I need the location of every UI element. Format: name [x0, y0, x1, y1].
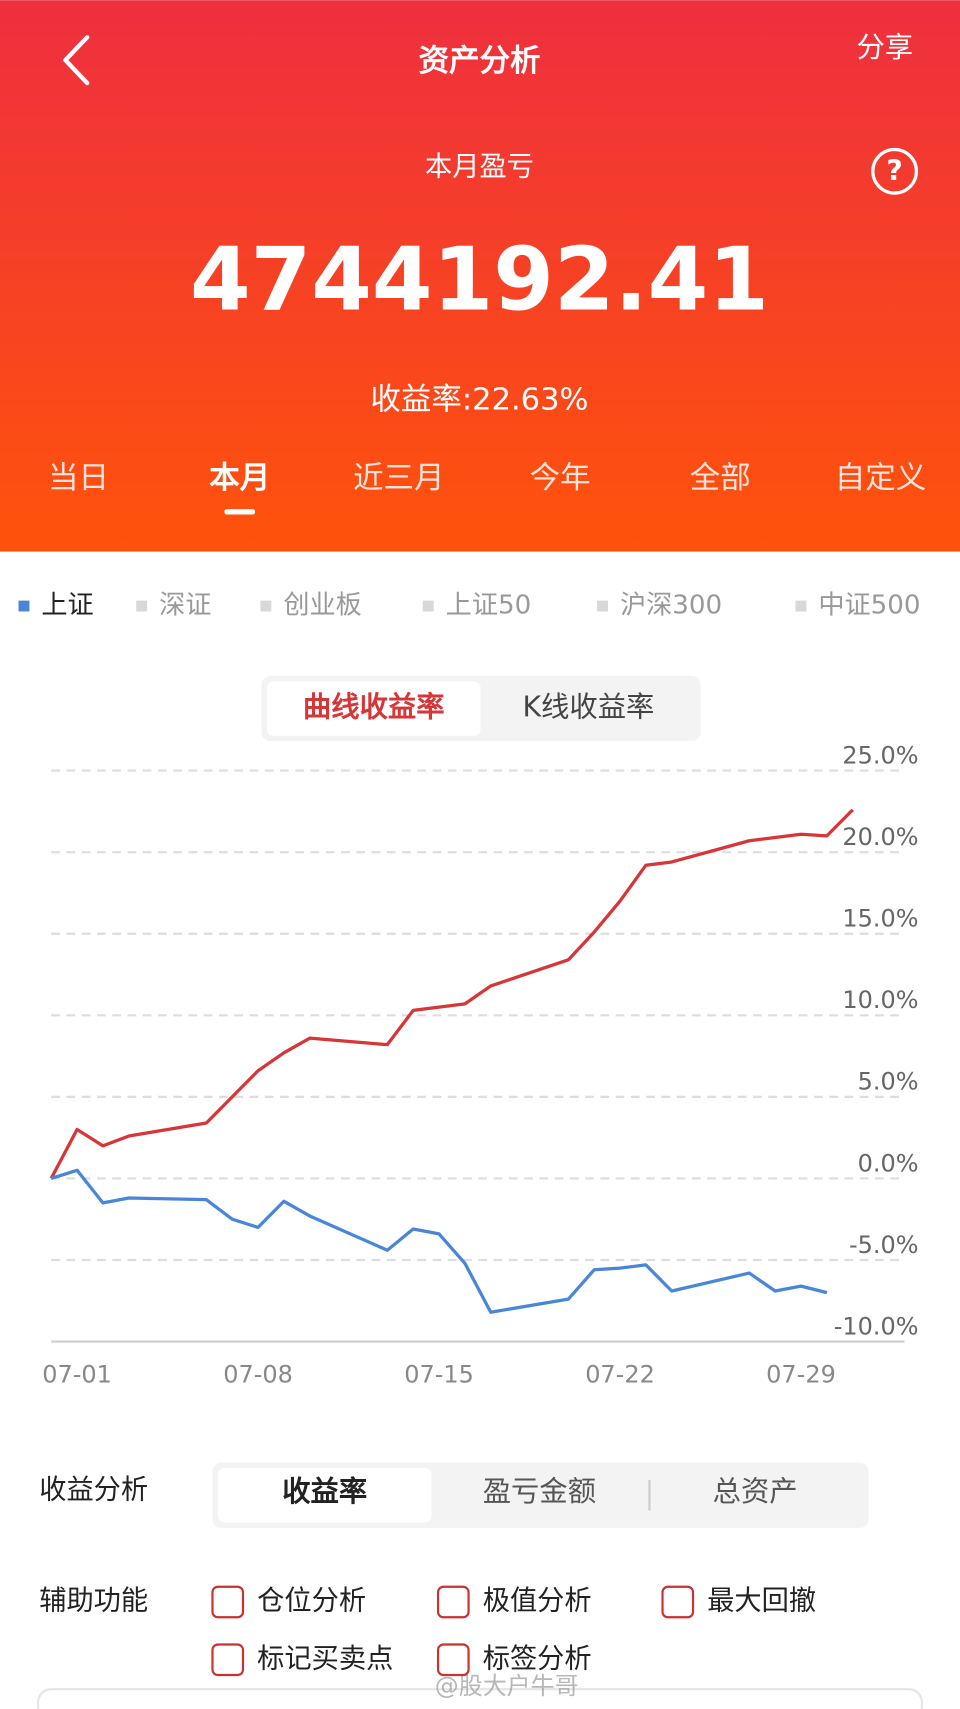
- y-tick-label: -5.0%: [849, 1231, 919, 1259]
- bottom-card: [37, 1688, 923, 1709]
- x-tick-label: 07-15: [404, 1360, 474, 1388]
- summary-label: 本月盈亏: [425, 152, 534, 183]
- x-tick-label: 07-01: [42, 1360, 112, 1388]
- x-tick-label: 07-29: [766, 1360, 836, 1388]
- index-tab[interactable]: 创业板: [283, 591, 361, 621]
- analysis-segment[interactable]: 盈亏金额: [483, 1475, 596, 1508]
- checkbox[interactable]: [436, 1585, 470, 1619]
- legend-swatch: [422, 600, 434, 612]
- checkbox[interactable]: [661, 1585, 695, 1619]
- checkbox[interactable]: [211, 1585, 245, 1619]
- checkbox-label[interactable]: 标记买卖点: [257, 1643, 393, 1674]
- analysis-segment[interactable]: 收益率: [282, 1475, 367, 1508]
- x-tick-label: 07-22: [585, 1360, 655, 1388]
- checkbox-label[interactable]: 标签分析: [483, 1643, 592, 1674]
- legend-swatch: [597, 600, 609, 612]
- legend-swatch: [795, 600, 807, 612]
- y-tick-label: 10.0%: [842, 986, 918, 1014]
- svg-text:?: ?: [886, 154, 902, 187]
- legend-swatch: [18, 600, 30, 612]
- analysis-segment[interactable]: 总资产: [713, 1475, 798, 1508]
- y-tick-label: 0.0%: [858, 1149, 919, 1177]
- period-tab[interactable]: 本月: [209, 461, 270, 496]
- index-tab[interactable]: 上证50: [446, 591, 532, 621]
- watermark: @股大户牛哥: [435, 1672, 579, 1700]
- back-button[interactable]: [63, 35, 90, 86]
- index-tab[interactable]: 上证: [41, 591, 93, 621]
- share-button[interactable]: 分享: [856, 31, 913, 64]
- help-icon[interactable]: ?: [871, 147, 919, 195]
- checkbox[interactable]: [211, 1643, 245, 1677]
- analysis-label: 收益分析: [39, 1474, 148, 1505]
- y-tick-label: 20.0%: [842, 823, 918, 851]
- toggle-selected: [266, 681, 481, 736]
- rate: 收益率:22.63%: [370, 383, 588, 418]
- chart-toggle[interactable]: K线收益率: [522, 690, 654, 723]
- y-tick-label: -10.0%: [834, 1312, 919, 1340]
- index-tab[interactable]: 中证500: [818, 591, 920, 621]
- index-tab[interactable]: 深证: [159, 591, 211, 621]
- checkbox-label[interactable]: 极值分析: [483, 1586, 592, 1617]
- y-tick-label: 15.0%: [842, 905, 918, 933]
- index-tab[interactable]: 沪深300: [620, 591, 722, 621]
- series-line: [50, 1168, 828, 1314]
- period-tab[interactable]: 当日: [48, 461, 109, 496]
- checkbox-label[interactable]: 仓位分析: [257, 1586, 366, 1617]
- chart-toggle[interactable]: 曲线收益率: [303, 690, 445, 723]
- period-tab[interactable]: 全部: [690, 461, 751, 496]
- legend-swatch: [260, 600, 272, 612]
- title: 资产分析: [418, 44, 540, 79]
- period-tab[interactable]: 自定义: [835, 461, 927, 496]
- aux-label: 辅助功能: [39, 1586, 148, 1617]
- series-line: [49, 808, 854, 1180]
- y-tick-label: 25.0%: [842, 741, 918, 769]
- period-tab[interactable]: 近三月: [353, 461, 445, 496]
- period-tab[interactable]: 今年: [530, 461, 591, 496]
- y-tick-label: 5.0%: [858, 1068, 919, 1096]
- legend-swatch: [136, 600, 148, 612]
- header-bg: [0, 0, 960, 552]
- checkbox[interactable]: [436, 1643, 470, 1677]
- x-tick-label: 07-08: [223, 1360, 293, 1388]
- segment-selected: [217, 1467, 432, 1523]
- checkbox-label[interactable]: 最大回撤: [707, 1586, 816, 1617]
- amount: 4744192.41: [190, 229, 769, 331]
- tab-underline: [224, 509, 255, 515]
